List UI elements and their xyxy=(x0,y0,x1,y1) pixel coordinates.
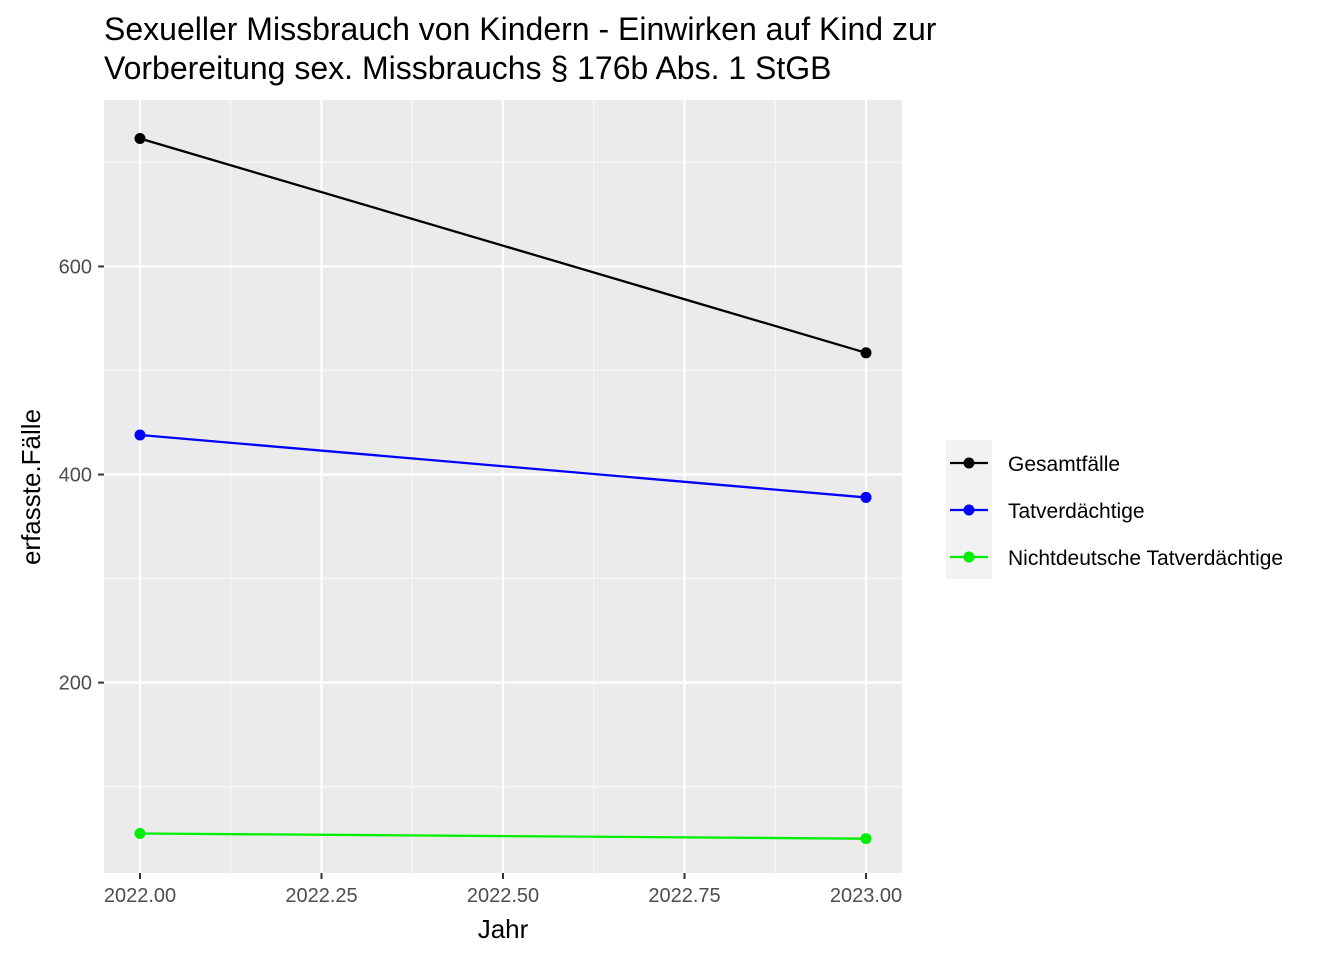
legend-label: Gesamtfälle xyxy=(1008,453,1120,476)
data-point xyxy=(134,429,146,441)
series-line-2 xyxy=(139,832,867,840)
data-point xyxy=(860,347,872,359)
data-point xyxy=(134,827,146,839)
data-point xyxy=(860,833,872,845)
series-line-1 xyxy=(139,433,867,499)
y-axis-title: erfasste.Fälle xyxy=(16,409,46,565)
chart-title-line-1: Sexueller Missbrauch von Kindern - Einwi… xyxy=(104,11,937,47)
grid-major xyxy=(104,100,902,873)
x-tick-label: 2022.50 xyxy=(467,885,539,907)
series-points xyxy=(134,132,872,845)
x-tick-label: 2022.00 xyxy=(104,885,176,907)
series-lines xyxy=(139,137,867,840)
x-tick-label: 2022.25 xyxy=(285,885,357,907)
legend-label: Tatverdächtige xyxy=(1008,500,1145,523)
y-tick-label: 200 xyxy=(59,673,92,695)
data-point xyxy=(860,491,872,503)
x-axis-title: Jahr xyxy=(478,914,529,944)
y-axis: 200 400 600 xyxy=(59,256,104,695)
x-tick-label: 2022.75 xyxy=(648,885,720,907)
legend-key-point xyxy=(963,457,975,469)
legend-label: Nichtdeutsche Tatverdächtige xyxy=(1008,547,1283,570)
data-point xyxy=(134,132,146,144)
legend: Gesamtfälle Tatverdächtige Nichtdeutsche T… xyxy=(946,440,1283,579)
series-line-0 xyxy=(139,137,867,354)
legend-key-point xyxy=(963,504,975,516)
x-tick-label: 2023.00 xyxy=(830,885,902,907)
chart-title-line-2: Vorbereitung sex. Missbrauchs § 176b Abs… xyxy=(104,50,832,86)
y-tick-label: 600 xyxy=(59,256,92,278)
chart-title: Sexueller Missbrauch von Kindern - Einwi… xyxy=(104,11,937,86)
x-axis: 2022.00 2022.25 2022.50 2022.75 2023.00 xyxy=(104,873,902,907)
y-tick-label: 400 xyxy=(59,465,92,487)
legend-key-point xyxy=(963,551,975,563)
